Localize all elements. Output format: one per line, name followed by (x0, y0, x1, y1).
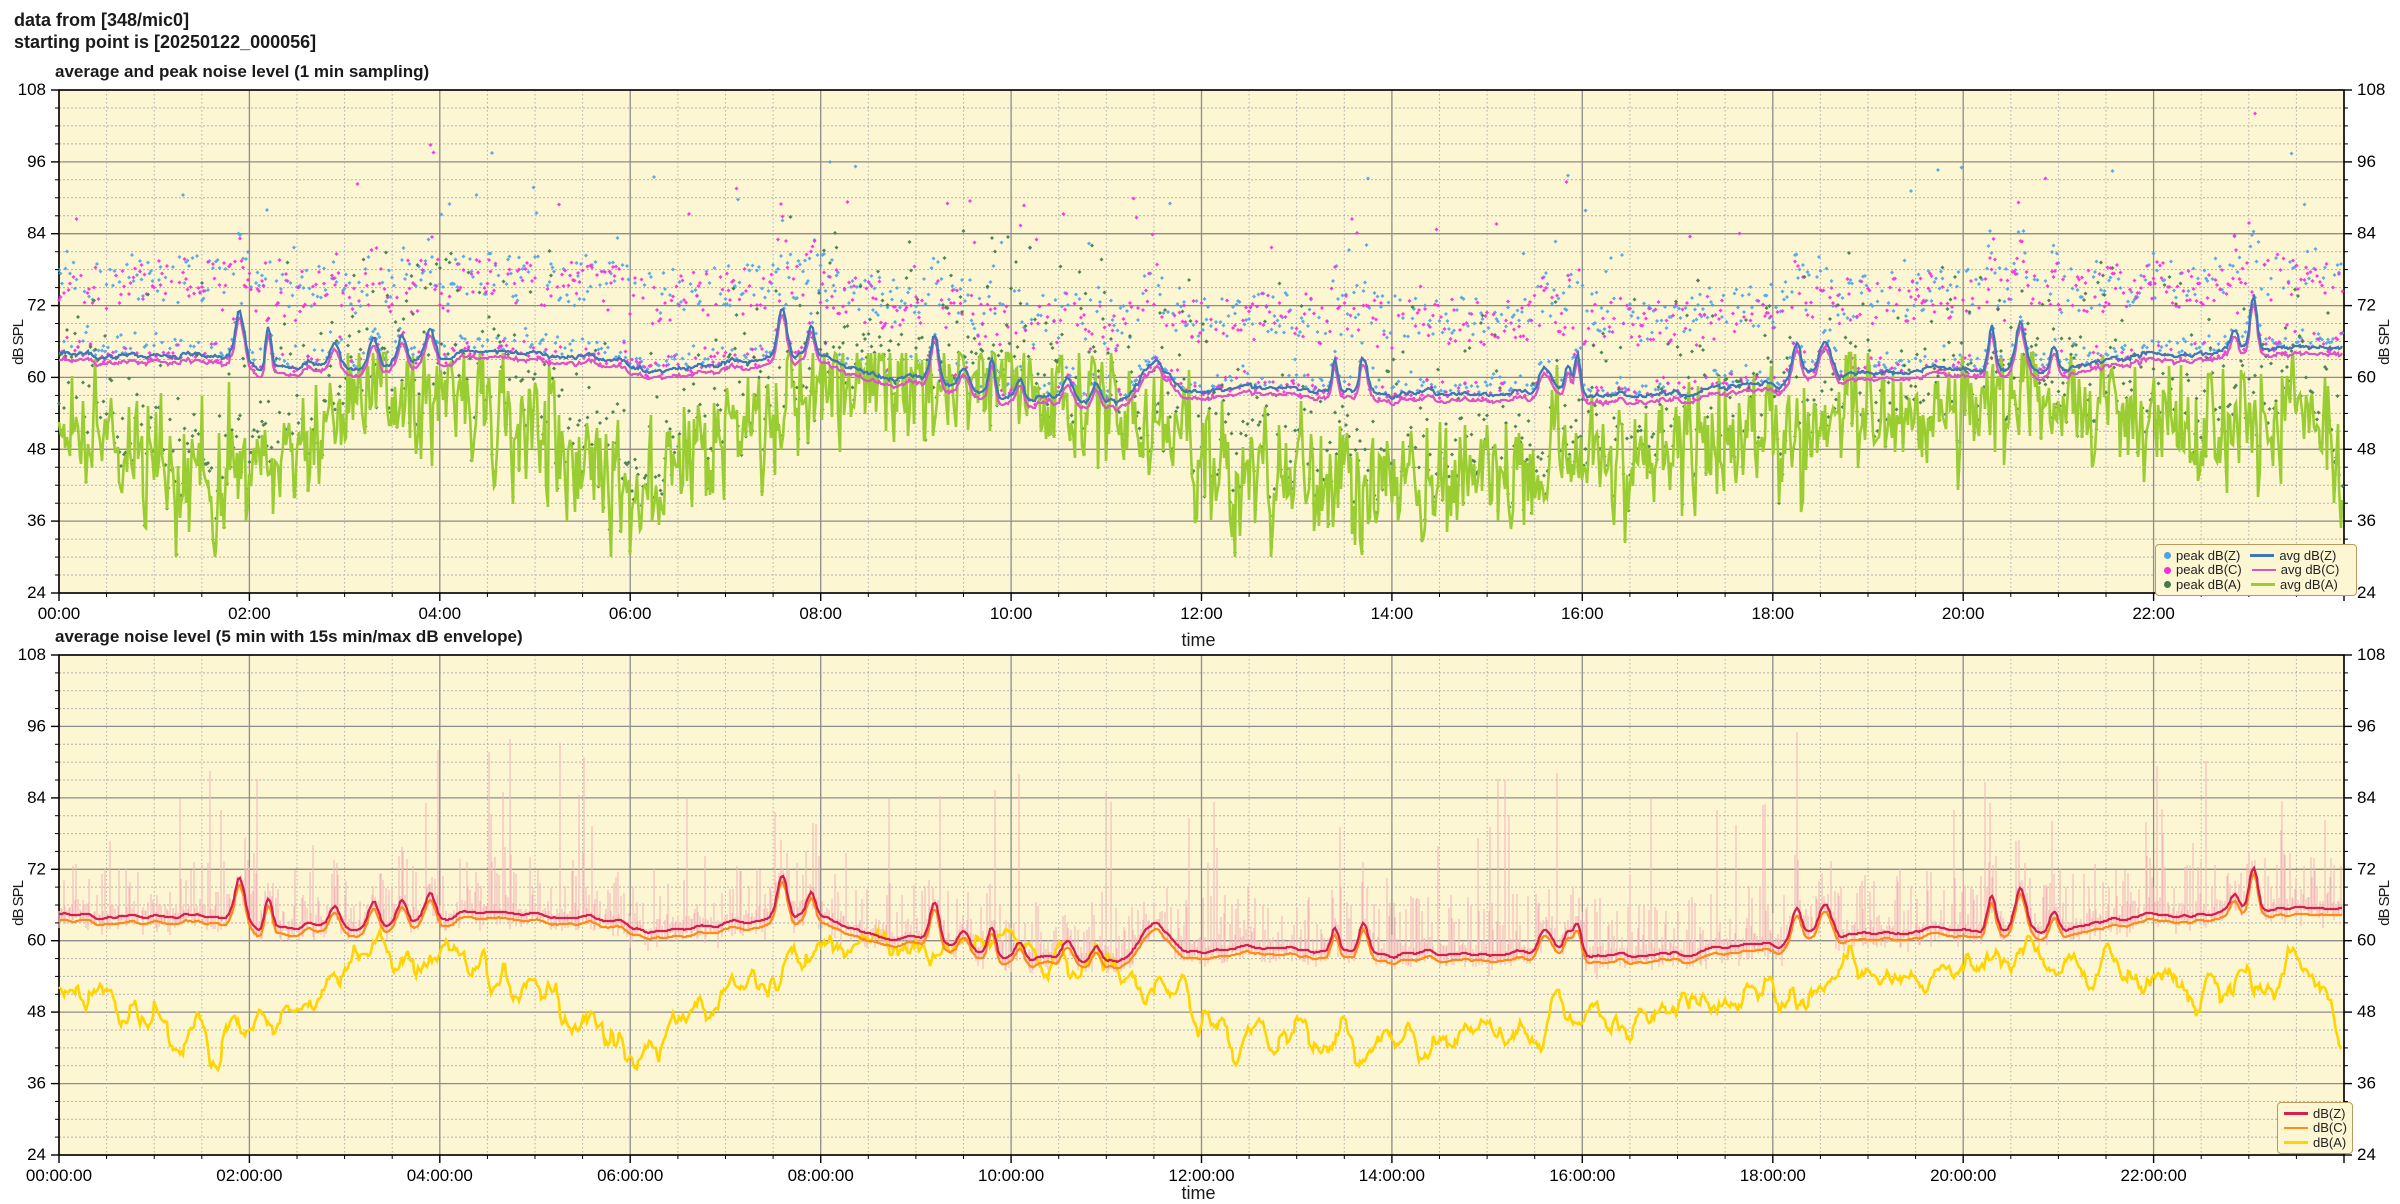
svg-text:24: 24 (27, 583, 46, 602)
svg-text:22:00: 22:00 (2132, 604, 2175, 623)
svg-text:48: 48 (27, 439, 46, 458)
svg-text:08:00: 08:00 (799, 604, 842, 623)
svg-text:24: 24 (2357, 1145, 2376, 1164)
svg-text:96: 96 (2357, 716, 2376, 735)
svg-text:60: 60 (27, 367, 46, 386)
svg-text:36: 36 (27, 1074, 46, 1093)
svg-text:02:00: 02:00 (228, 604, 271, 623)
svg-text:36: 36 (2357, 511, 2376, 530)
svg-text:72: 72 (27, 859, 46, 878)
svg-text:108: 108 (2357, 645, 2385, 664)
svg-text:72: 72 (27, 296, 46, 315)
svg-text:84: 84 (27, 224, 46, 243)
svg-text:18:00:00: 18:00:00 (1740, 1166, 1806, 1185)
svg-text:108: 108 (18, 80, 46, 99)
svg-text:12:00: 12:00 (1180, 604, 1223, 623)
svg-text:96: 96 (27, 152, 46, 171)
svg-text:00:00: 00:00 (38, 604, 81, 623)
svg-text:60: 60 (2357, 931, 2376, 950)
svg-text:20:00: 20:00 (1942, 604, 1985, 623)
svg-text:24: 24 (2357, 583, 2376, 602)
svg-text:36: 36 (27, 511, 46, 530)
svg-text:84: 84 (2357, 224, 2376, 243)
svg-text:16:00:00: 16:00:00 (1549, 1166, 1615, 1185)
svg-text:10:00:00: 10:00:00 (978, 1166, 1044, 1185)
svg-text:48: 48 (2357, 1002, 2376, 1021)
svg-text:20:00:00: 20:00:00 (1930, 1166, 1996, 1185)
svg-text:06:00: 06:00 (609, 604, 652, 623)
svg-text:48: 48 (2357, 439, 2376, 458)
svg-text:60: 60 (27, 931, 46, 950)
svg-text:02:00:00: 02:00:00 (216, 1166, 282, 1185)
svg-text:108: 108 (2357, 80, 2385, 99)
svg-text:72: 72 (2357, 296, 2376, 315)
svg-text:84: 84 (2357, 788, 2376, 807)
svg-text:12:00:00: 12:00:00 (1168, 1166, 1234, 1185)
svg-text:22:00:00: 22:00:00 (2121, 1166, 2187, 1185)
svg-text:04:00: 04:00 (419, 604, 462, 623)
svg-text:08:00:00: 08:00:00 (788, 1166, 854, 1185)
svg-text:36: 36 (2357, 1074, 2376, 1093)
svg-text:00:00:00: 00:00:00 (26, 1166, 92, 1185)
svg-text:18:00: 18:00 (1752, 604, 1795, 623)
svg-text:48: 48 (27, 1002, 46, 1021)
svg-text:06:00:00: 06:00:00 (597, 1166, 663, 1185)
svg-text:84: 84 (27, 788, 46, 807)
svg-text:60: 60 (2357, 367, 2376, 386)
svg-text:10:00: 10:00 (990, 604, 1033, 623)
svg-text:108: 108 (18, 645, 46, 664)
svg-text:96: 96 (2357, 152, 2376, 171)
svg-text:24: 24 (27, 1145, 46, 1164)
svg-text:72: 72 (2357, 859, 2376, 878)
svg-text:16:00: 16:00 (1561, 604, 1604, 623)
svg-text:04:00:00: 04:00:00 (407, 1166, 473, 1185)
svg-text:14:00: 14:00 (1371, 604, 1414, 623)
svg-text:14:00:00: 14:00:00 (1359, 1166, 1425, 1185)
svg-text:96: 96 (27, 716, 46, 735)
